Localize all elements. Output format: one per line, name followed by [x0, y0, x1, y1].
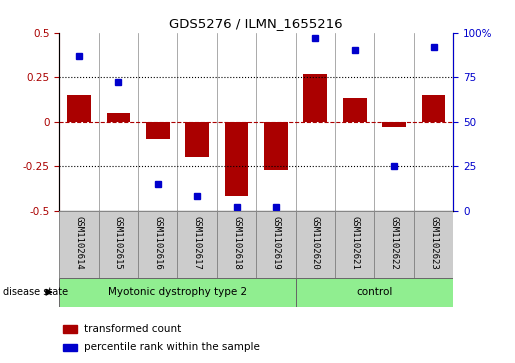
Text: GSM1102617: GSM1102617 [193, 216, 201, 270]
Bar [414, 211, 453, 278]
Title: GDS5276 / ILMN_1655216: GDS5276 / ILMN_1655216 [169, 17, 343, 30]
Text: disease state: disease state [3, 287, 67, 297]
Bar [296, 278, 453, 307]
Text: GSM1102614: GSM1102614 [75, 216, 83, 270]
Bar [185, 122, 209, 157]
Text: GSM1102621: GSM1102621 [350, 216, 359, 270]
Bar [107, 113, 130, 122]
Bar [256, 211, 296, 278]
Bar [225, 122, 248, 196]
Text: transformed count: transformed count [84, 324, 182, 334]
Bar [146, 122, 169, 139]
Text: GSM1102615: GSM1102615 [114, 216, 123, 270]
Bar [382, 122, 406, 127]
Bar [343, 98, 367, 122]
Text: GSM1102618: GSM1102618 [232, 216, 241, 270]
Text: Myotonic dystrophy type 2: Myotonic dystrophy type 2 [108, 287, 247, 297]
Bar [335, 211, 374, 278]
Bar [422, 95, 445, 122]
Bar [264, 122, 288, 170]
Bar [217, 211, 256, 278]
Bar [59, 278, 296, 307]
Text: GSM1102619: GSM1102619 [271, 216, 280, 270]
Bar [59, 211, 99, 278]
Text: GSM1102623: GSM1102623 [429, 216, 438, 270]
Bar [296, 211, 335, 278]
Text: GSM1102616: GSM1102616 [153, 216, 162, 270]
Bar [63, 344, 77, 351]
Text: GSM1102622: GSM1102622 [390, 216, 399, 270]
Bar [374, 211, 414, 278]
Text: percentile rank within the sample: percentile rank within the sample [84, 342, 260, 352]
Bar [303, 74, 327, 122]
Text: control: control [356, 287, 392, 297]
Bar [177, 211, 217, 278]
Bar [99, 211, 138, 278]
Bar [67, 95, 91, 122]
Bar [138, 211, 177, 278]
Bar [63, 325, 77, 333]
Text: GSM1102620: GSM1102620 [311, 216, 320, 270]
